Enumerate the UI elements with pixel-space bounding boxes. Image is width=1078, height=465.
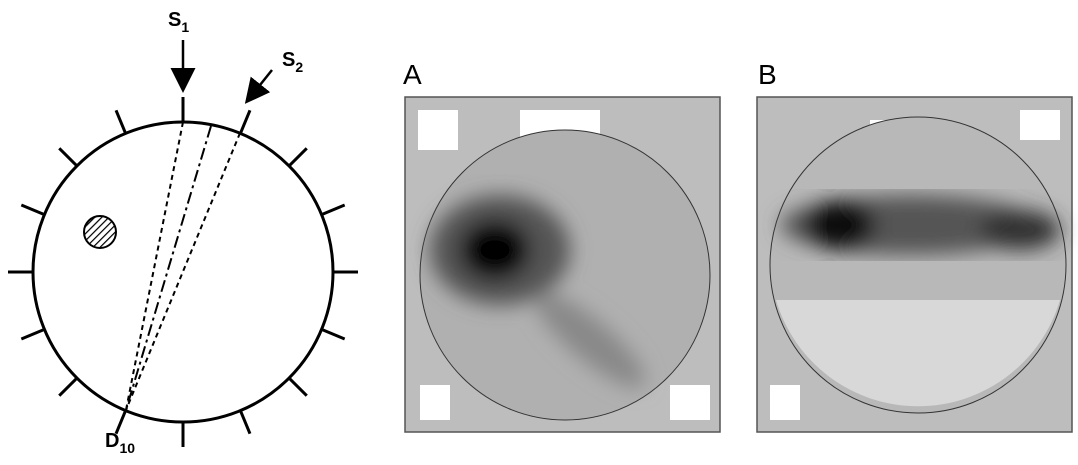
detector-tick: [20, 203, 45, 216]
letter: D: [105, 430, 119, 452]
ring: [31, 120, 335, 424]
ring-diagram: S1 S2 D10: [8, 9, 358, 456]
detector-tick: [20, 328, 45, 341]
image-b: [756, 96, 1073, 433]
ray: [125, 132, 241, 411]
detector-tick: [239, 109, 252, 134]
object: [83, 215, 117, 249]
detector-tick: [321, 203, 346, 216]
ray: [125, 125, 212, 411]
source-label: S2: [282, 49, 303, 75]
detector-tick: [288, 147, 308, 167]
detector-tick: [58, 377, 78, 397]
detector-tick: [288, 377, 308, 397]
index: 10: [119, 440, 135, 456]
panel-label: B: [758, 59, 777, 90]
image-a: [404, 96, 721, 433]
detector-ticks: [8, 97, 358, 447]
index: 2: [295, 59, 303, 75]
detector-tick: [58, 147, 78, 167]
letter: S: [282, 49, 295, 71]
letter: S: [168, 9, 181, 31]
detector-tick: [321, 328, 346, 341]
detector-tick: [114, 410, 127, 435]
arrow: [244, 69, 273, 104]
source-label: S1: [168, 9, 189, 35]
index: 1: [181, 19, 189, 35]
detector-tick: [239, 410, 252, 435]
detector-tick: [114, 109, 127, 134]
ray: [125, 121, 184, 411]
detector-label: D10: [105, 430, 135, 456]
panel-label: A: [403, 59, 422, 90]
